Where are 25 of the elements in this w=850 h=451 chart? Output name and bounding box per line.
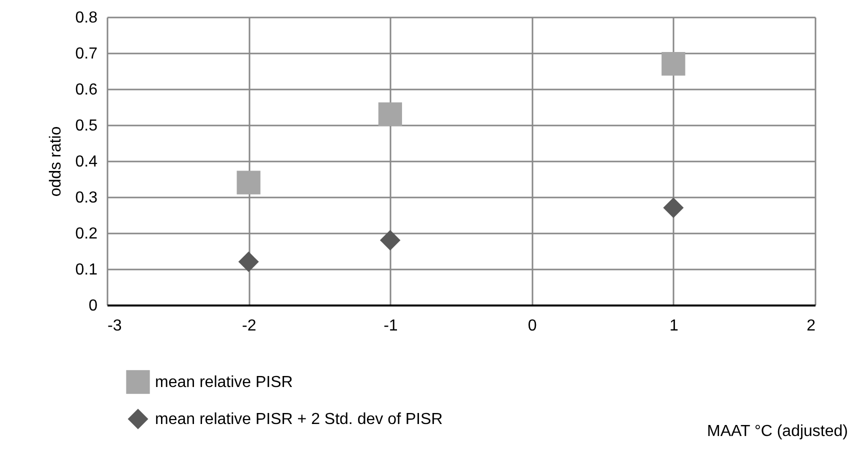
point xyxy=(380,230,400,250)
point xyxy=(663,198,684,218)
point xyxy=(236,170,260,194)
y-tick-label: 0.2 xyxy=(75,226,98,242)
x-tick-label: 1 xyxy=(669,318,678,334)
point xyxy=(662,52,686,76)
x-tick-label: -2 xyxy=(242,318,256,334)
y-tick-label: 0.5 xyxy=(75,118,98,134)
y-tick-label: 0.1 xyxy=(75,262,98,278)
legend-label: mean relative PISR + 2 Std. dev of PISR xyxy=(155,411,443,428)
y-tick-label: 0 xyxy=(88,298,98,314)
y-axis-title: odds ratio xyxy=(47,126,64,197)
text: MAAT °C (adjusted) xyxy=(707,423,848,440)
x-tick-label: -1 xyxy=(384,318,398,334)
y-tick-label: 0.4 xyxy=(75,154,98,170)
x-tick-label: 2 xyxy=(806,318,816,334)
y-tick-label: 0.6 xyxy=(75,82,98,98)
x-tick-label: -3 xyxy=(108,318,122,334)
point xyxy=(378,102,402,126)
point xyxy=(238,252,259,272)
y-tick-label: 0.7 xyxy=(75,46,98,62)
x-tick-label: 0 xyxy=(528,318,537,334)
y-tick-label: 0.3 xyxy=(75,190,98,206)
y-tick-label: 0.8 xyxy=(75,10,98,26)
legend-label: mean relative PISR xyxy=(155,374,293,391)
